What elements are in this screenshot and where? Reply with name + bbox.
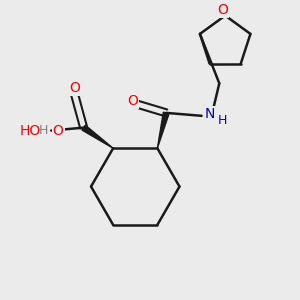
Text: O: O [127,94,138,108]
Text: H: H [39,124,48,137]
Text: HO: HO [20,124,41,138]
Polygon shape [82,125,113,148]
Text: O: O [53,124,64,138]
Text: N: N [205,107,215,121]
Text: O: O [69,81,80,95]
Text: H: H [218,114,227,127]
Polygon shape [158,112,169,148]
Text: O: O [217,3,228,17]
